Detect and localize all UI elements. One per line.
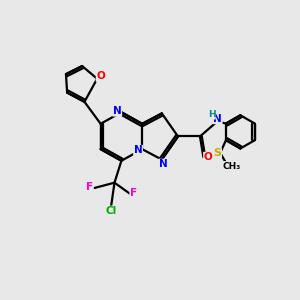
- Text: S: S: [213, 148, 221, 158]
- Text: CH₃: CH₃: [222, 162, 240, 171]
- Text: F: F: [130, 188, 137, 198]
- Text: H: H: [208, 110, 215, 119]
- Text: N: N: [113, 106, 122, 116]
- Text: O: O: [96, 71, 105, 81]
- Text: N: N: [213, 114, 222, 124]
- Text: Cl: Cl: [105, 206, 117, 216]
- Text: O: O: [204, 152, 212, 162]
- Text: N: N: [134, 145, 142, 155]
- Text: F: F: [86, 182, 93, 192]
- Text: N: N: [159, 159, 167, 169]
